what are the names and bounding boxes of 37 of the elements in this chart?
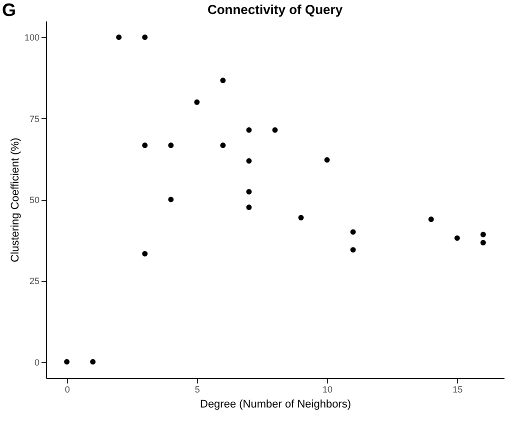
point: [428, 216, 434, 222]
point: [194, 99, 200, 105]
point: [324, 157, 330, 163]
x-tick-label: 10: [322, 384, 333, 394]
y-tick-label: 0: [34, 357, 40, 368]
point: [350, 247, 356, 253]
point: [168, 196, 174, 202]
x-tick-label: 5: [194, 384, 200, 394]
y-axis-title: Clustering Coefficient (%): [9, 138, 22, 262]
text: G: [2, 0, 16, 21]
x-tick-label: 15: [452, 384, 463, 394]
point: [246, 127, 252, 133]
point: [246, 158, 252, 164]
point: [246, 188, 252, 194]
x-tick-label: 0: [64, 384, 70, 394]
y-tick-label: 50: [29, 195, 40, 205]
point: [272, 127, 278, 133]
point: [350, 229, 356, 235]
y-tick-label: 25: [29, 276, 40, 286]
point: [220, 142, 226, 148]
point: [480, 232, 486, 238]
point: [220, 78, 226, 84]
x-axis-title: Degree (Number of Neighbors): [200, 398, 352, 410]
point: [142, 250, 148, 256]
point: [298, 214, 304, 220]
y-tick-label: 100: [24, 32, 40, 43]
point: [116, 34, 122, 40]
point: [142, 34, 148, 40]
chart-title: Connectivity of Query: [207, 2, 344, 17]
point: [168, 142, 174, 148]
point: [454, 235, 460, 241]
point: [480, 240, 486, 246]
point: [64, 359, 70, 365]
y-tick-label: 75: [29, 114, 40, 124]
point: [246, 204, 252, 210]
point: [142, 142, 148, 148]
point: [90, 359, 96, 365]
